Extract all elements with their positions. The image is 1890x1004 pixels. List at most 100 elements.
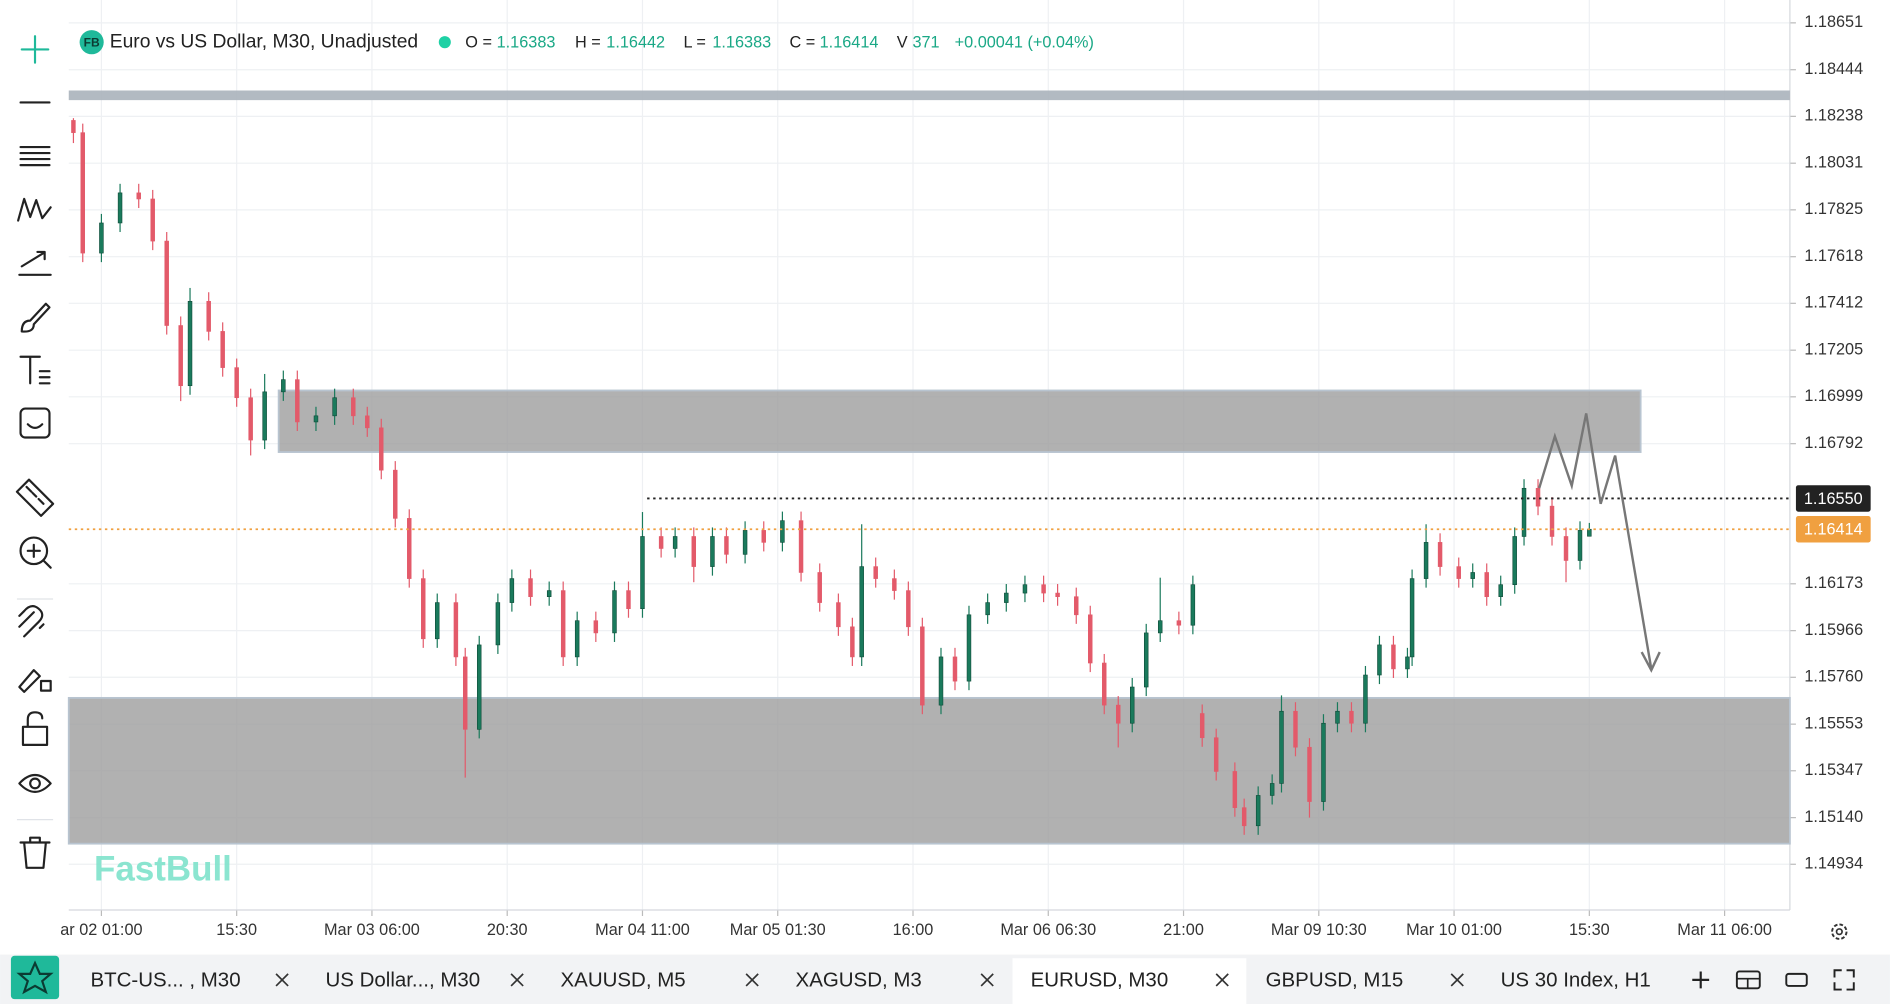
candle-body: [1535, 487, 1541, 507]
candle-body: [1143, 632, 1149, 688]
candle-body: [1074, 596, 1079, 616]
tab-label[interactable]: XAGUSD, M3: [796, 969, 922, 992]
tab-bar-bg: [0, 954, 1890, 1004]
change: +0.00041 (+0.04%): [955, 34, 1094, 52]
x-tick-label: 20:30: [487, 921, 528, 939]
candle-body: [1405, 656, 1410, 670]
candle-body: [164, 240, 169, 326]
x-tick-label: 15:30: [216, 921, 257, 939]
price-label-box: [1795, 515, 1871, 543]
tab-close[interactable]: [745, 973, 759, 987]
unlock-tool[interactable]: [21, 711, 49, 746]
candle-body: [1055, 592, 1060, 597]
tab-label[interactable]: EURUSD, M30: [1031, 969, 1169, 992]
legend-label: O =: [465, 34, 492, 52]
x-tick-label: Mar 04 11:00: [595, 921, 690, 939]
candle-body: [295, 379, 300, 423]
pattern-tool[interactable]: [17, 197, 52, 222]
status-dot: [438, 36, 451, 49]
tab-label[interactable]: XAUUSD, M5: [561, 969, 686, 992]
candle-body: [892, 578, 897, 591]
add-tool[interactable]: [20, 35, 50, 64]
delete-tool[interactable]: [19, 836, 51, 869]
candle-body: [1521, 487, 1527, 537]
tab-active-bg: [1012, 958, 1247, 1004]
candle-body: [1130, 686, 1135, 724]
candle-body: [780, 520, 785, 543]
candle-body: [99, 222, 104, 254]
fib-tool[interactable]: [19, 145, 51, 167]
candle-body: [1549, 505, 1555, 537]
favorites-button[interactable]: [10, 955, 60, 1000]
settings-button[interactable]: [1831, 923, 1848, 940]
tab-close[interactable]: [1450, 973, 1464, 987]
candle-body: [1498, 584, 1503, 597]
x-tick-label: Mar 06 06:30: [1000, 921, 1096, 939]
add-tab-button[interactable]: [1692, 971, 1710, 989]
window-button[interactable]: [1785, 972, 1808, 987]
tab-label[interactable]: US Dollar..., M30: [325, 969, 480, 992]
magnet-tool[interactable]: [18, 605, 45, 638]
projection-tool[interactable]: [18, 250, 52, 276]
candle-body: [365, 415, 370, 429]
zoom-tool[interactable]: [19, 536, 49, 566]
x-tick-label: 21:00: [1163, 921, 1204, 939]
candle-body: [1293, 710, 1298, 748]
y-tick-label: 1.15553: [1804, 714, 1863, 732]
y-tick-label: 1.18238: [1804, 107, 1863, 125]
tab-close[interactable]: [275, 973, 289, 987]
candle-body: [206, 300, 211, 332]
badge-text: FB: [84, 36, 100, 50]
candle-body: [1363, 674, 1368, 724]
candle-body: [1279, 710, 1284, 784]
text-tool[interactable]: [19, 355, 51, 385]
tab-label[interactable]: GBPUSD, M15: [1266, 969, 1404, 992]
candle-body: [407, 518, 412, 579]
y-tick-label: 1.18031: [1804, 154, 1863, 172]
candle-body: [178, 325, 183, 387]
candle-body: [332, 397, 337, 417]
candle-body: [1232, 771, 1238, 808]
candle-body: [1577, 530, 1583, 561]
candle-body: [220, 331, 225, 368]
legend-value: 1.16442: [606, 34, 665, 52]
y-tick-label: 1.15966: [1804, 621, 1863, 639]
symbol-title: Euro vs US Dollar, M30, Unadjusted: [110, 31, 418, 52]
legend-label: L =: [683, 34, 705, 52]
candle-body: [1391, 644, 1396, 670]
toolbar: [15, 35, 55, 869]
y-tick-label: 1.16999: [1804, 387, 1863, 405]
candle-body: [71, 120, 76, 133]
brush-tool[interactable]: [20, 302, 51, 333]
x-tick-label: Mar 10 01:00: [1406, 921, 1502, 939]
candle-body: [691, 536, 697, 567]
zone[interactable]: [277, 389, 1642, 453]
candle-body: [379, 427, 384, 471]
y-tick-label: 1.15347: [1804, 761, 1863, 779]
zone[interactable]: [67, 696, 1791, 845]
candle-body: [1456, 566, 1461, 579]
emoji-face: [26, 423, 44, 429]
tab-label[interactable]: US 30 Index, H1: [1501, 969, 1651, 992]
settings-icon: [1835, 928, 1843, 936]
candle-body: [509, 578, 515, 603]
candle-body: [150, 198, 155, 242]
x-tick-label: Mar 05 01:30: [730, 921, 826, 939]
lock-drawing-tool[interactable]: [18, 669, 52, 693]
candle-body: [1335, 710, 1340, 724]
candle-body: [117, 192, 123, 224]
x-tick-label: Mar 11 06:00: [1677, 921, 1772, 939]
tab-close[interactable]: [980, 973, 994, 987]
watermark: FastBull: [94, 850, 232, 889]
candle-body: [80, 132, 85, 254]
drawing-path[interactable]: [1538, 413, 1661, 673]
tab-label[interactable]: BTC-US... , M30: [90, 969, 240, 992]
candle-body: [1437, 542, 1443, 567]
candle-body: [985, 602, 990, 616]
tab-close[interactable]: [510, 973, 524, 987]
emoji-tool[interactable]: [19, 407, 51, 439]
fullscreen-button[interactable]: [1833, 969, 1855, 991]
ruler-tool[interactable]: [15, 478, 55, 517]
tab-close[interactable]: [1215, 973, 1229, 987]
visibility-tool[interactable]: [18, 773, 52, 793]
